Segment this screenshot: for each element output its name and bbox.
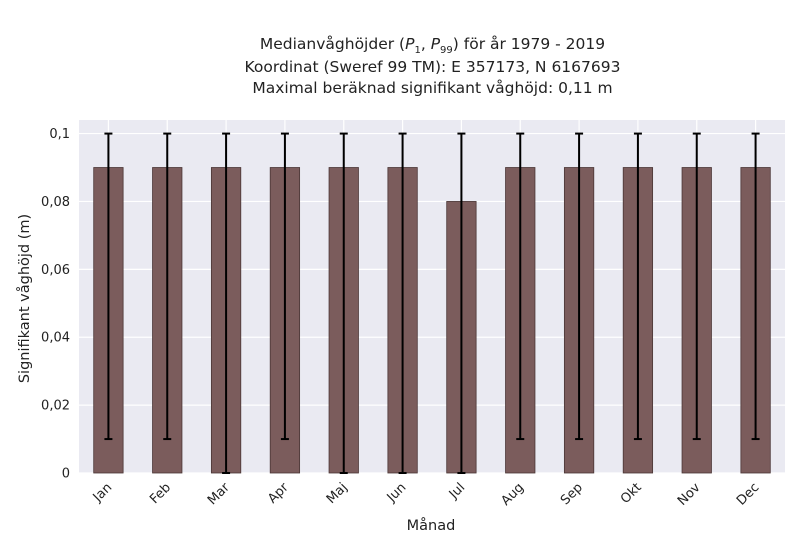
x-tick-label: Nov bbox=[675, 480, 704, 509]
y-tick-label: 0,04 bbox=[41, 331, 70, 346]
x-tick-label: Dec bbox=[734, 480, 762, 508]
y-tick-label: 0,08 bbox=[41, 195, 70, 210]
x-tick-label: Jun bbox=[384, 480, 410, 506]
x-tick-label: Aug bbox=[499, 480, 528, 509]
y-tick-label: 0,02 bbox=[41, 399, 70, 414]
x-tick-label: Apr bbox=[265, 480, 292, 507]
y-axis-label: Signifikant våghöjd (m) bbox=[16, 214, 33, 383]
x-tick-label: Mar bbox=[205, 480, 233, 508]
x-tick-label: Feb bbox=[147, 480, 174, 507]
x-tick-label: Sep bbox=[558, 480, 586, 508]
chart-title-line-1: Medianvåghöjder (P1, P99) för år 1979 - … bbox=[259, 35, 606, 57]
plot-area bbox=[79, 120, 785, 473]
x-axis-label: Månad bbox=[407, 517, 456, 534]
x-tick-label: Jul bbox=[446, 480, 468, 502]
x-tick-label: Maj bbox=[324, 480, 351, 507]
y-tick-label: 0 bbox=[62, 467, 70, 482]
x-tick-label: Jan bbox=[90, 480, 115, 505]
chart-title-line-3: Maximal beräknad signifikant våghöjd: 0,… bbox=[252, 79, 613, 97]
y-tick-label: 0,06 bbox=[41, 263, 70, 278]
y-tick-label: 0,1 bbox=[49, 127, 70, 142]
chart-title-line-2: Koordinat (Sweref 99 TM): E 357173, N 61… bbox=[244, 58, 621, 76]
x-tick-label: Okt bbox=[618, 480, 645, 507]
